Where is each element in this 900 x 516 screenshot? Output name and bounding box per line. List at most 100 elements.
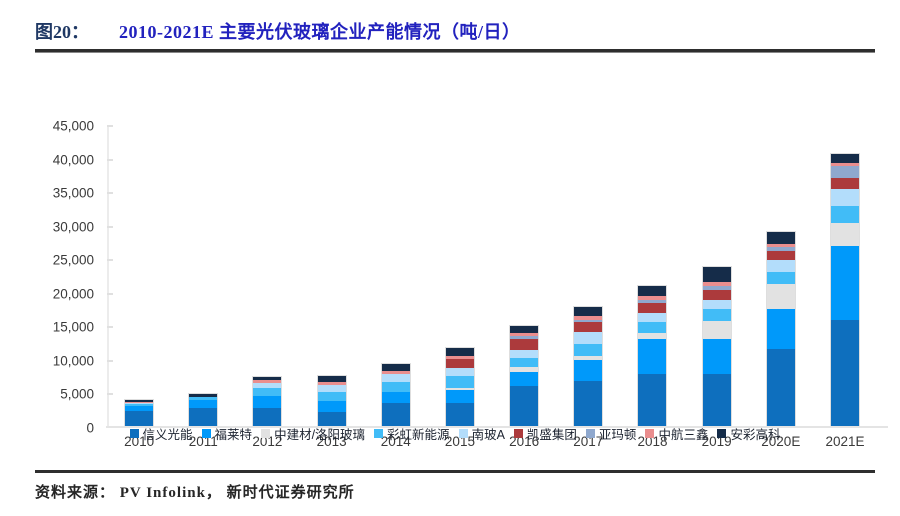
y-tick-label: 5,000	[60, 386, 94, 402]
bar-segment-中建材/洛阳玻璃	[766, 284, 795, 309]
legend-label: 安彩高科	[730, 428, 781, 442]
y-tick-label: 40,000	[52, 152, 94, 168]
legend-item-安彩高科: 安彩高科	[717, 424, 780, 443]
bar-segment-信义光能	[830, 320, 859, 426]
y-tick-label: 0	[86, 420, 94, 436]
bar-segment-凯盛集团	[574, 322, 603, 332]
bar-segment-彩虹新能源	[125, 404, 154, 406]
bar-column-2019	[685, 126, 749, 426]
bar-segment-彩虹新能源	[702, 309, 731, 321]
bar-segment-南玻A	[253, 383, 282, 388]
bar-segment-安彩高科	[830, 154, 859, 163]
bar-segment-凯盛集团	[702, 290, 731, 300]
bar-segment-福莱特	[189, 400, 218, 408]
bar-segment-信义光能	[317, 412, 346, 426]
bar-segment-中航三鑫	[702, 282, 731, 286]
bar-segment-福莱特	[638, 339, 667, 374]
y-tick-mark	[107, 125, 113, 127]
bar-segment-安彩高科	[766, 232, 795, 244]
legend-item-中航三鑫: 中航三鑫	[645, 424, 708, 443]
bar-segment-福莱特	[445, 390, 474, 403]
bar-segment-信义光能	[638, 374, 667, 426]
legend-marker-icon	[374, 429, 384, 438]
title-divider-rule	[35, 49, 875, 53]
y-tick-label: 25,000	[52, 252, 94, 268]
y-tick-label: 45,000	[52, 118, 94, 134]
bar-segment-南玻A	[510, 350, 539, 358]
bar-segment-福莱特	[766, 309, 795, 349]
footer-divider-rule	[35, 470, 875, 473]
bar-segment-凯盛集团	[766, 251, 795, 260]
legend-label: 中航三鑫	[658, 428, 709, 442]
y-tick-mark	[107, 359, 113, 362]
x-axis-label-2017: 2017	[573, 434, 604, 449]
y-tick-label: 35,000	[52, 185, 94, 201]
bar-stack	[317, 376, 346, 426]
bar-segment-福莱特	[702, 339, 731, 374]
bar-segment-中建材/洛阳玻璃	[830, 223, 859, 246]
y-tick-mark	[107, 259, 113, 262]
bar-column-2016	[492, 126, 556, 426]
bar-segment-南玻A	[830, 189, 859, 206]
bar-segment-南玻A	[702, 300, 731, 309]
bar-column-2014	[364, 126, 428, 426]
bar-segment-彩虹新能源	[445, 376, 474, 388]
x-axis-label-2021E: 2021E	[825, 434, 865, 449]
bar-stack	[125, 400, 154, 426]
y-tick-label: 30,000	[52, 219, 94, 235]
bar-segment-凯盛集团	[445, 359, 474, 368]
bar-column-2018	[620, 126, 684, 426]
legend-marker-icon	[645, 429, 655, 438]
bar-segment-亚玛顿	[638, 300, 667, 303]
legend-label: 中建材/洛阳玻璃	[274, 428, 366, 442]
bar-column-2017	[556, 126, 620, 426]
y-axis-line	[107, 126, 109, 428]
bar-stack	[574, 307, 603, 426]
bar-segment-亚玛顿	[702, 286, 731, 290]
bar-column-2013	[300, 126, 364, 426]
bar-segment-中航三鑫	[445, 356, 474, 359]
bar-segment-南玻A	[381, 374, 410, 382]
bar-segment-安彩高科	[125, 400, 154, 402]
bar-segment-信义光能	[702, 374, 731, 426]
bar-segment-信义光能	[253, 408, 282, 426]
figure-number-label: 图20：	[35, 22, 89, 42]
x-axis-label-2012: 2012	[252, 434, 283, 449]
bar-segment-中建材/洛阳玻璃	[702, 321, 731, 339]
bar-segment-安彩高科	[317, 376, 346, 382]
bar-segment-彩虹新能源	[766, 272, 795, 284]
bar-segment-亚玛顿	[830, 166, 859, 178]
bar-segment-信义光能	[574, 381, 603, 426]
bar-segment-安彩高科	[445, 348, 474, 356]
bar-segment-凯盛集团	[638, 303, 667, 313]
bar-stack	[445, 348, 474, 426]
legend-marker-icon	[201, 429, 211, 438]
y-tick-label: 10,000	[52, 353, 94, 369]
bar-segment-亚玛顿	[574, 320, 603, 322]
legend-item-信义光能: 信义光能	[129, 424, 193, 443]
bar-stack	[253, 377, 282, 426]
bar-segment-南玻A	[125, 403, 154, 404]
legend-item-福莱特: 福莱特	[201, 424, 252, 443]
y-tick-mark	[107, 158, 113, 161]
bar-segment-安彩高科	[638, 286, 667, 296]
bar-segment-中航三鑫	[574, 316, 603, 320]
y-tick-mark	[107, 393, 113, 396]
legend-marker-icon	[261, 429, 271, 438]
x-axis-label-2020E: 2020E	[761, 434, 801, 449]
bar-segment-信义光能	[445, 403, 474, 426]
source-line: 资料来源： PV Infolink， 新时代证券研究所	[35, 485, 355, 501]
y-tick-label: 15,000	[52, 319, 94, 335]
bar-segment-彩虹新能源	[189, 397, 218, 400]
bar-segment-中建材/洛阳玻璃	[510, 367, 539, 372]
legend-label: 南玻A	[471, 428, 505, 442]
bar-column-2021E	[813, 126, 877, 426]
bar-segment-安彩高科	[702, 267, 731, 282]
bar-segment-信义光能	[766, 349, 795, 426]
bar-stack	[830, 154, 859, 426]
bar-segment-亚玛顿	[766, 247, 795, 251]
legend-marker-icon	[458, 429, 468, 438]
x-axis-label-2013: 2013	[316, 434, 347, 449]
bar-stack	[381, 364, 410, 426]
legend-label: 凯盛集团	[526, 428, 577, 442]
